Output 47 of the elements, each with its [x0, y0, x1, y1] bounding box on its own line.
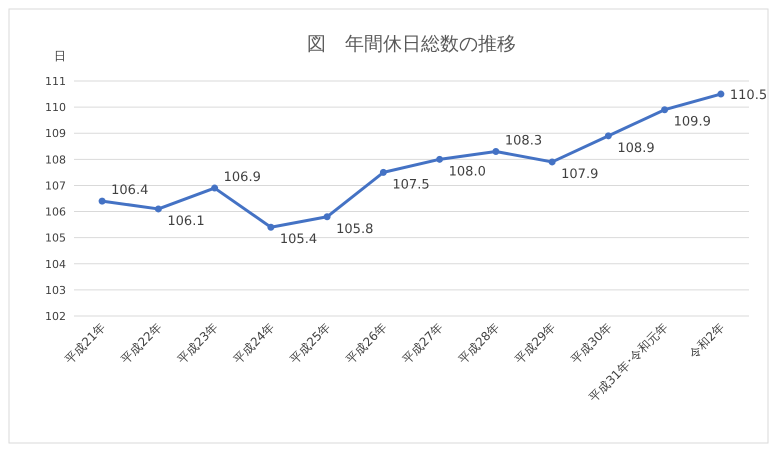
- x-tick-label: 平成26年: [343, 320, 390, 366]
- chart-title: 図 年間休日総数の推移: [307, 33, 516, 55]
- x-tick-label: 平成28年: [456, 320, 502, 366]
- data-label: 109.9: [674, 114, 711, 130]
- point: [604, 132, 612, 140]
- x-tick-label: 平成23年: [174, 320, 221, 366]
- data-label: 107.9: [561, 166, 598, 182]
- point: [267, 224, 274, 231]
- data-label: 108.3: [504, 134, 542, 148]
- y-tick-label: 105: [45, 232, 66, 245]
- x-tick-label: 平成30年: [568, 320, 614, 366]
- x-tick-label: 平成24年: [230, 320, 277, 366]
- data-label: 106.9: [224, 170, 261, 186]
- x-tick-label: 平成22年: [118, 320, 164, 366]
- y-axis-title: 日: [54, 49, 66, 63]
- data-label: 105.8: [336, 222, 374, 237]
- data-label: 106.4: [111, 183, 148, 198]
- data-label: 106.1: [167, 214, 205, 229]
- data-label: 107.5: [392, 177, 430, 192]
- y-tick-label: 108: [45, 153, 66, 166]
- point: [211, 184, 218, 192]
- point: [436, 156, 444, 163]
- data-label: 108.0: [448, 164, 486, 180]
- y-tick-label: 102: [45, 310, 66, 323]
- y-tick-label: 106: [45, 206, 66, 219]
- point: [154, 205, 162, 212]
- y-tick-label: 107: [45, 179, 66, 192]
- y-tick-label: 104: [45, 258, 66, 271]
- x-tick-label: 平成27年: [400, 320, 446, 366]
- y-tick-label: 103: [45, 284, 66, 297]
- data-label: 108.9: [617, 140, 655, 156]
- x-tick-label: 平成29年: [512, 320, 558, 366]
- x-tick-label: 令和2年: [686, 320, 727, 361]
- data-label: 110.5: [730, 88, 768, 104]
- x-tick-label: 平成25年: [287, 320, 334, 366]
- point: [98, 198, 106, 205]
- x-tick-label: 平成21年: [62, 320, 108, 366]
- data-label: 105.4: [280, 232, 318, 248]
- y-tick-label: 109: [45, 127, 66, 140]
- y-tick-label: 110: [45, 101, 66, 114]
- y-tick-label: 111: [45, 75, 66, 88]
- point: [661, 106, 668, 114]
- point: [548, 158, 556, 166]
- point: [492, 148, 500, 155]
- point: [380, 168, 387, 176]
- point: [324, 213, 331, 220]
- point: [717, 90, 724, 98]
